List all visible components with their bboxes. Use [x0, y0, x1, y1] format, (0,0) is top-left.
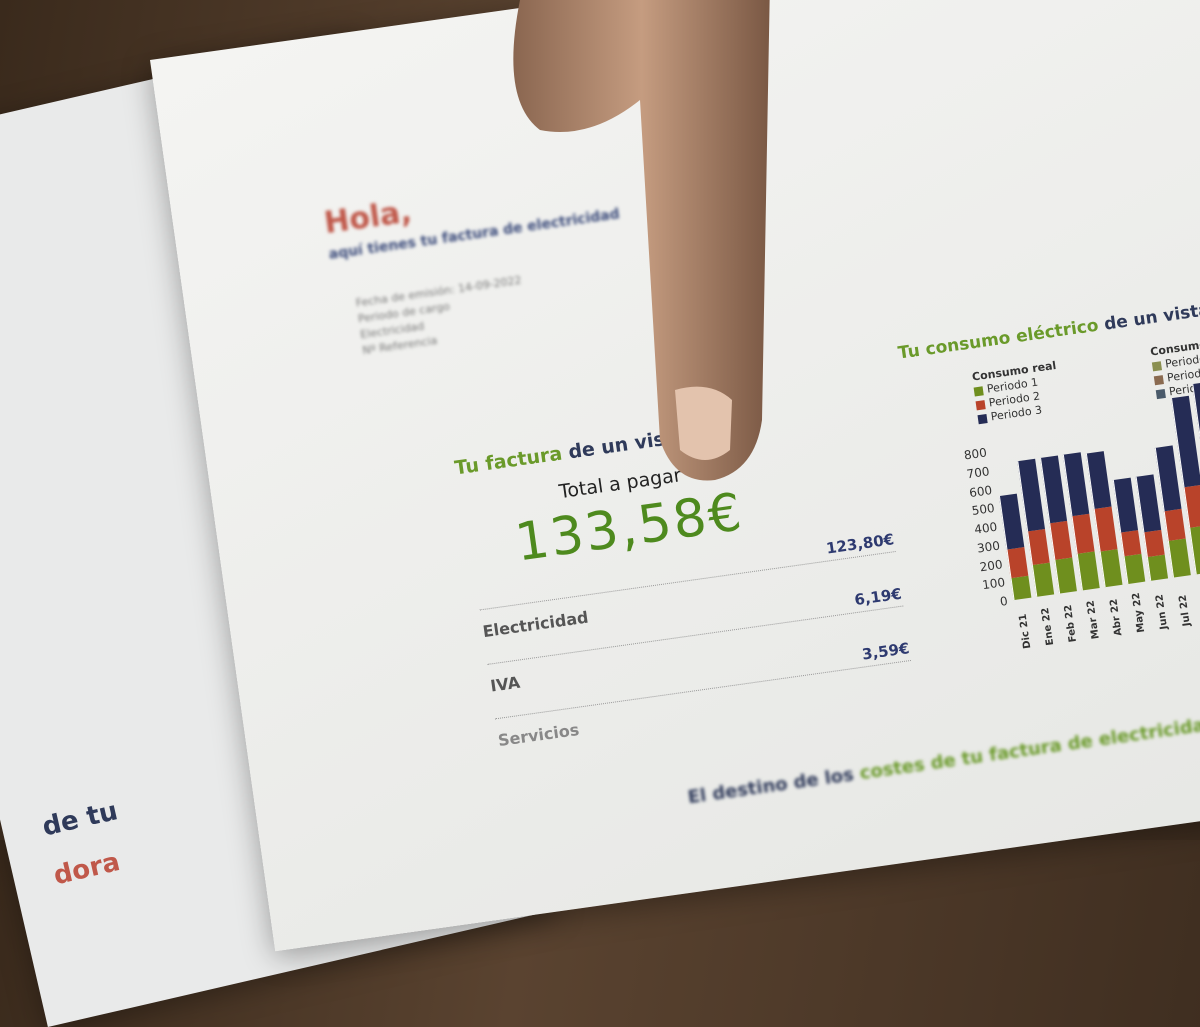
y-tick-label: 200 — [978, 556, 1004, 574]
y-tick-label: 300 — [976, 538, 1001, 556]
legend-real: Consumo real Periodo 1 Periodo 2 Periodo… — [971, 359, 1063, 426]
bar-segment — [1135, 474, 1162, 533]
bar-segment — [1120, 529, 1142, 557]
bar-segment — [1183, 484, 1200, 529]
consumption-chart: 0 100 200 300 400 500 600 700 800 Dic 21 Ene 22 Feb… — [953, 381, 1200, 655]
x-tick-label: Jul 22 — [1177, 594, 1193, 627]
total-amount: 133,58€ — [511, 482, 747, 574]
bar-segment — [1112, 477, 1138, 533]
costs-title: El destino de los costes de tu factura d… — [686, 713, 1200, 809]
y-tick-label: 700 — [965, 464, 991, 482]
y-tick-label: 800 — [963, 445, 988, 463]
costs-title-green: costes de tu factura de electricidad — [858, 713, 1200, 785]
x-tick-label: Jun 22 — [1154, 593, 1171, 631]
bar-segment — [1076, 550, 1100, 591]
bar-segment — [1146, 554, 1169, 581]
bar-segment — [1093, 506, 1118, 552]
back-sheet-fragment: dora — [50, 847, 123, 892]
bar-segment — [1154, 445, 1182, 511]
back-sheet-fragment: de tu — [39, 796, 121, 843]
y-tick-label: 100 — [981, 575, 1006, 593]
consumption-title-green: Tu consumo eléctrico — [896, 315, 1100, 364]
bar-segment — [1049, 520, 1073, 561]
bar-segment — [1189, 525, 1200, 575]
line-label: Servicios — [496, 719, 581, 751]
bar-segment — [1040, 455, 1068, 524]
bar-segment — [1099, 549, 1123, 588]
x-tick-label: Abr 22 — [1108, 598, 1125, 637]
costs-title-dark: El destino de los — [686, 764, 856, 809]
y-tick-label: 400 — [973, 519, 999, 537]
line-label: IVA — [489, 672, 522, 696]
x-tick-label: May 22 — [1130, 591, 1148, 634]
greeting: Hola, — [322, 194, 414, 242]
line-label: Electricidad — [481, 607, 590, 642]
y-tick-label: 0 — [999, 593, 1009, 609]
bar-segment — [1123, 553, 1146, 585]
x-tick-label: Feb 22 — [1062, 603, 1079, 643]
x-tick-label: Ene 22 — [1039, 606, 1057, 647]
bar-segment — [1010, 575, 1032, 601]
y-tick-label: 500 — [970, 501, 996, 519]
bar-segment — [1006, 547, 1029, 578]
bar-segment — [1143, 530, 1165, 557]
x-tick-label: Dic 21 — [1017, 613, 1034, 650]
bar-segment — [1085, 451, 1112, 510]
x-tick-label: Mar 22 — [1085, 599, 1102, 640]
bar-segment — [1071, 513, 1095, 554]
pointing-finger — [513, 0, 770, 481]
line-value: 123,80€ — [825, 530, 896, 558]
bar-segment — [1163, 508, 1186, 541]
consumption-title-dark: de un vistazo — [1102, 297, 1200, 335]
bar-segment — [1027, 529, 1050, 566]
bar-segment — [1062, 452, 1090, 517]
bar-segment — [998, 493, 1025, 550]
bar-segment — [1054, 557, 1077, 594]
bar-segment — [1167, 538, 1191, 578]
bar-segment — [1031, 562, 1055, 597]
y-tick-label: 600 — [968, 482, 993, 500]
